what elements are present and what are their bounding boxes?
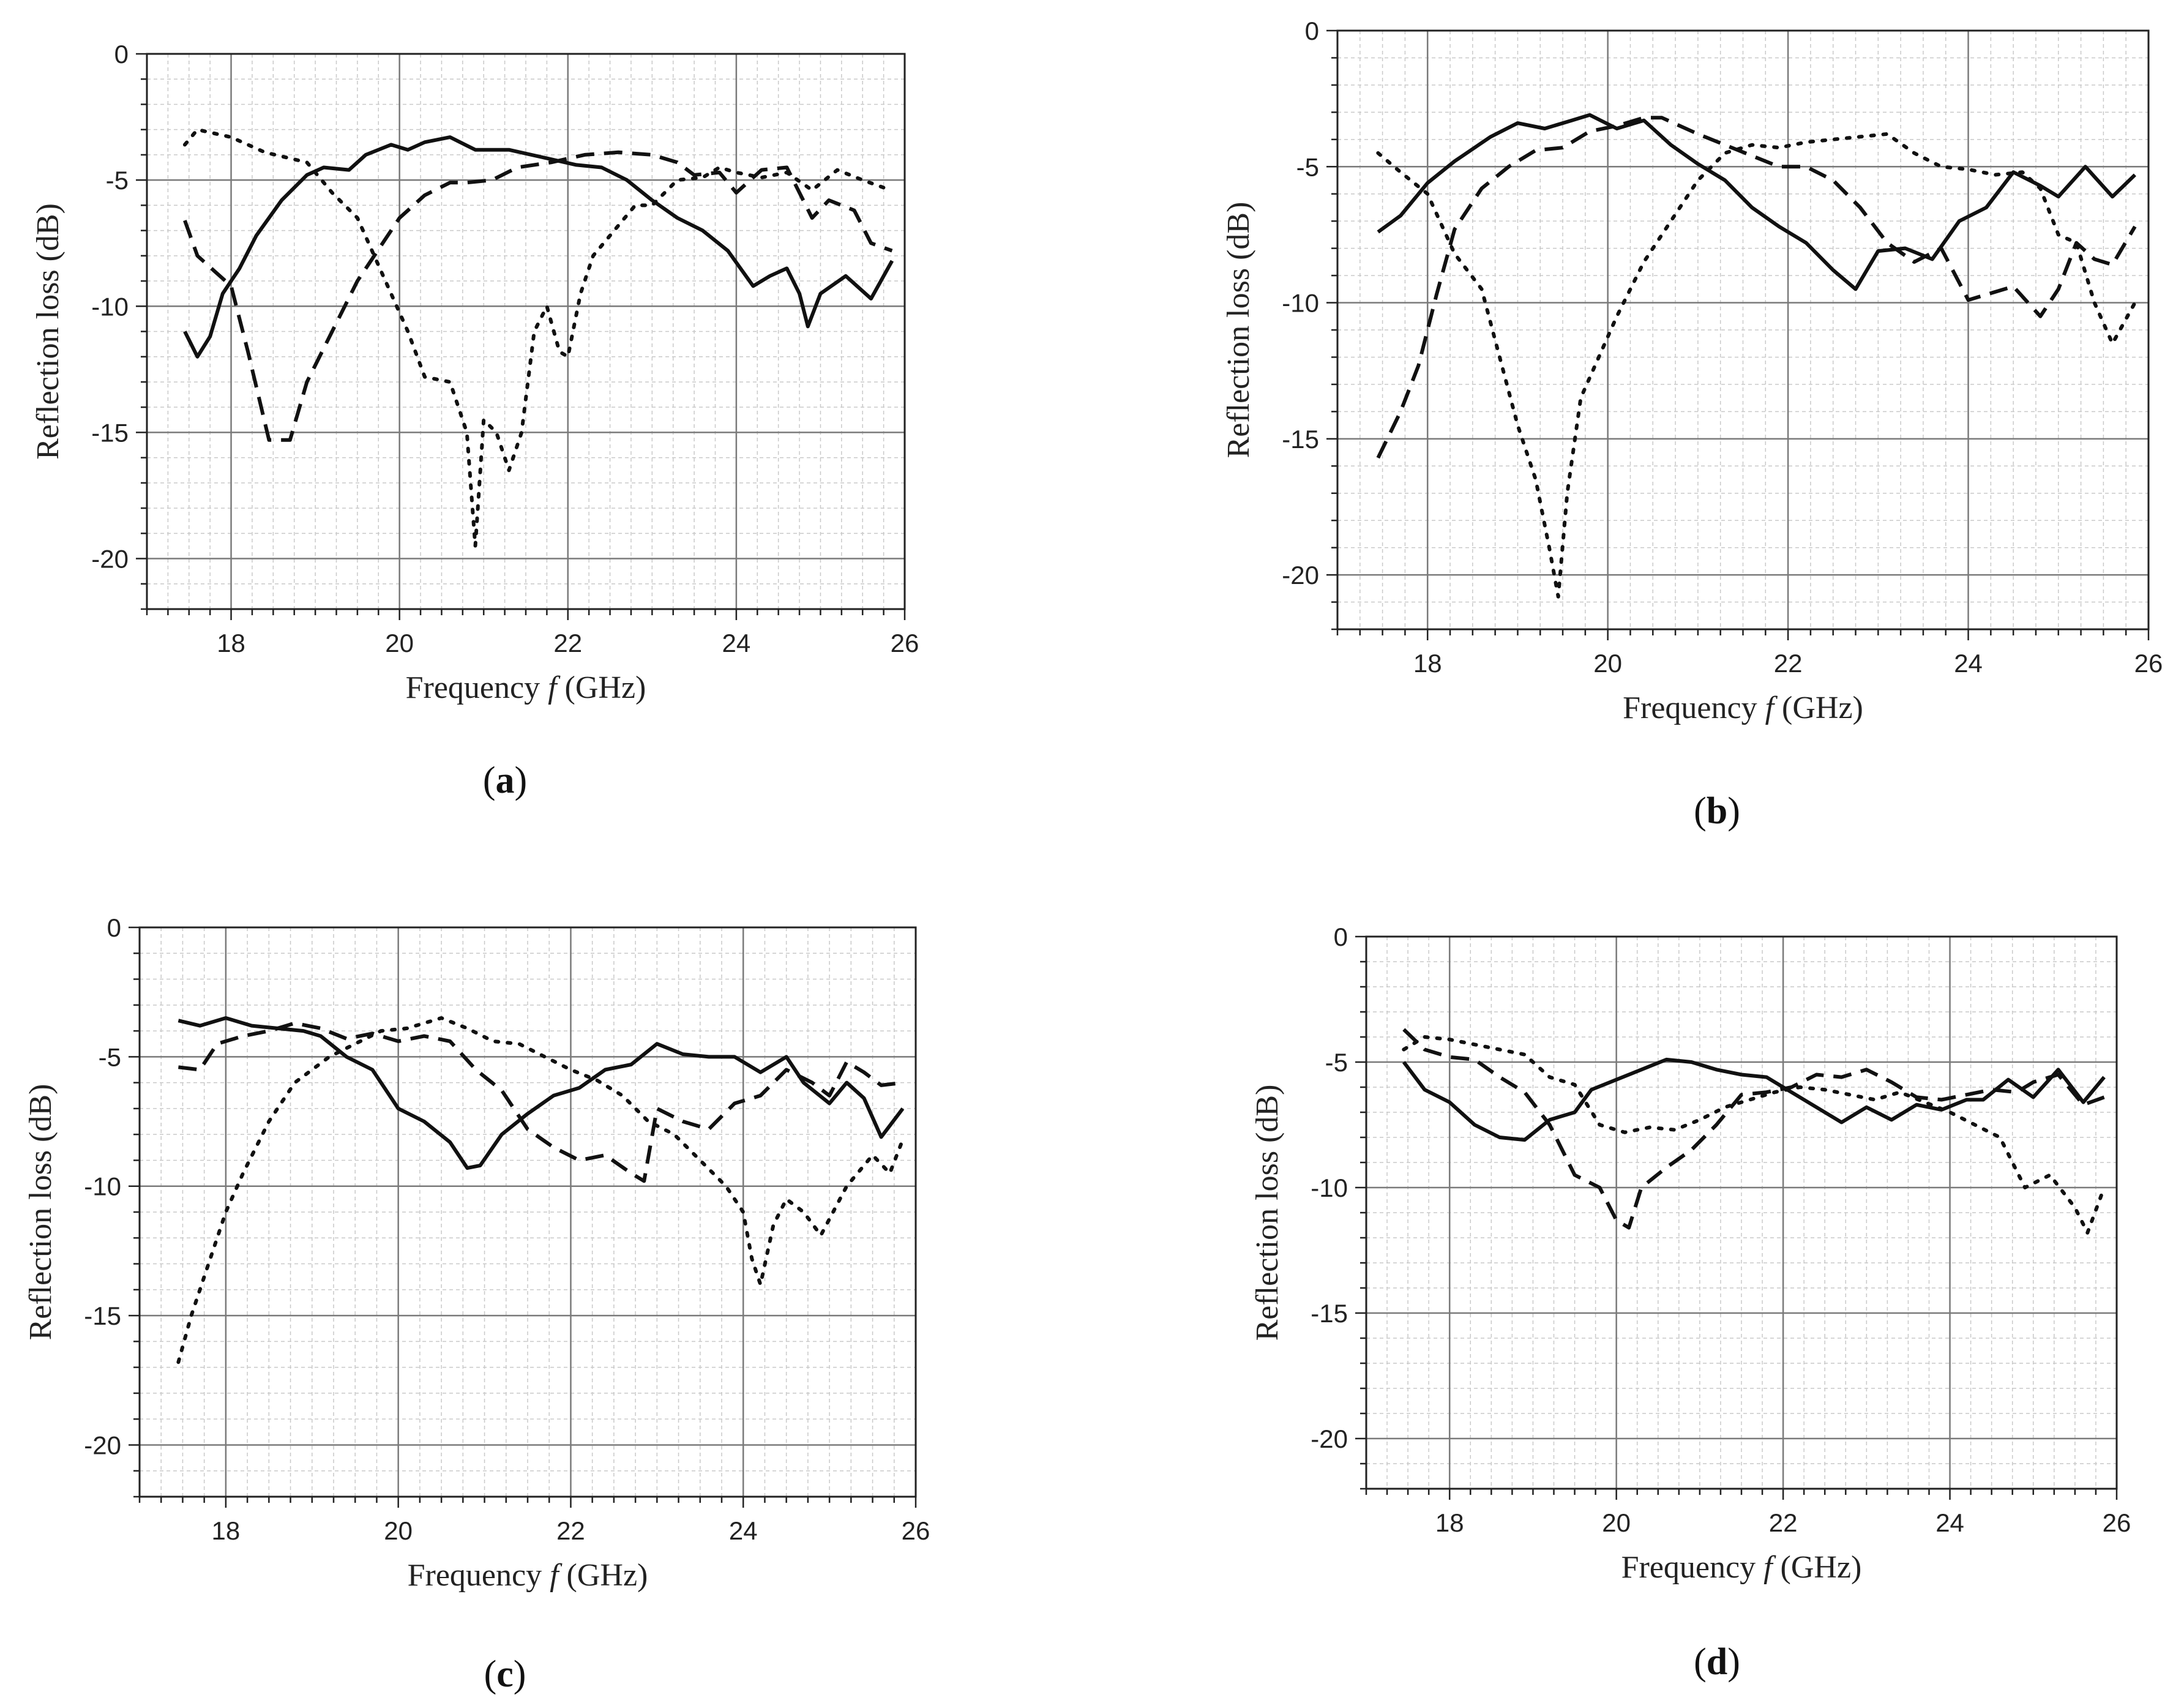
caption-open-paren: (	[1694, 1641, 1707, 1683]
x-tick-label: 26	[902, 1516, 930, 1545]
series-solid-line	[1402, 1057, 2106, 1142]
y-tick-label: -5	[106, 166, 129, 195]
series-dashed-line	[178, 1021, 903, 1183]
x-tick-label: 18	[1435, 1508, 1464, 1537]
panel-caption: (b)	[1694, 790, 1740, 832]
series-dashed-line	[1402, 1028, 2105, 1230]
x-axis-title-prefix: Frequency	[406, 670, 548, 705]
minor-grid	[147, 54, 905, 609]
y-tick-label: 0	[1334, 923, 1348, 951]
y-tick-label: 0	[114, 40, 129, 69]
caption-open-paren: (	[483, 760, 496, 801]
y-axis-title: Reflection loss (dB)	[23, 1084, 58, 1341]
minor-grid	[140, 927, 916, 1497]
x-tick-label: 26	[891, 629, 919, 657]
x-tick-label: 18	[1413, 649, 1442, 678]
x-axis-title-prefix: Frequency	[1621, 1550, 1763, 1585]
x-tick-label: 20	[385, 629, 414, 657]
minor-grid	[1337, 31, 2148, 629]
caption-letter: a	[496, 760, 515, 801]
panel-c: 18 20 22 24 26 0 -5 -10 -15 -20 Frequency f (GHz) R…	[23, 913, 930, 1695]
y-axis-title: Reflection loss (dB)	[1250, 1085, 1285, 1341]
x-axis-title: Frequency f (GHz)	[1623, 691, 1863, 725]
caption-close-paren: )	[1727, 790, 1740, 832]
y-tick-label: -20	[91, 545, 129, 574]
x-tick-label: 22	[1774, 649, 1803, 678]
panel-a: 18 20 22 24 26 0 -5 -10 -15 -20 Frequency f (GHz) R…	[31, 40, 919, 801]
y-tick-label: -20	[1282, 561, 1319, 590]
x-tick-label: 24	[1935, 1508, 1964, 1537]
x-axis-title-unit: (GHz)	[557, 670, 646, 705]
x-tick-label: 18	[212, 1516, 241, 1545]
caption-letter: c	[496, 1653, 514, 1695]
x-tick-label: 22	[556, 1516, 585, 1545]
major-grid	[1337, 31, 2148, 629]
y-tick-label: -20	[84, 1431, 121, 1459]
panel-b: 18 20 22 24 26 0 -5 -10 -15 -20 Frequency f (GHz) R…	[1221, 17, 2163, 832]
series-solid-line	[1377, 113, 2136, 291]
y-tick-label: -5	[1325, 1048, 1348, 1077]
series-dashed-line	[183, 150, 893, 442]
x-axis-title: Frequency f (GHz)	[408, 1558, 648, 1593]
y-tick-label: 0	[107, 913, 121, 942]
series-dotted-line	[1402, 1035, 2106, 1235]
x-tick-label: 24	[722, 629, 751, 657]
y-tick-label: -10	[1282, 289, 1319, 318]
caption-close-paren: )	[515, 760, 528, 801]
x-tick-label: 26	[2134, 649, 2163, 678]
series-dotted-line	[1376, 132, 2137, 599]
panel-caption: (d)	[1694, 1641, 1740, 1683]
x-tick-label: 20	[1593, 649, 1622, 678]
x-axis-title-unit: (GHz)	[1773, 1550, 1862, 1585]
y-tick-label: -5	[1296, 152, 1319, 181]
x-tick-label: 20	[384, 1516, 413, 1545]
caption-close-paren: )	[514, 1653, 526, 1695]
minor-grid	[1366, 937, 2117, 1489]
y-tick-label: -15	[1282, 425, 1319, 454]
x-tick-label: 22	[553, 629, 582, 657]
y-tick-label: -15	[84, 1301, 121, 1330]
y-tick-label: -10	[91, 292, 129, 321]
caption-letter: b	[1707, 790, 1727, 832]
y-tick-label: -15	[91, 418, 129, 447]
y-tick-label: -10	[84, 1172, 121, 1201]
x-tick-label: 26	[2103, 1508, 2131, 1537]
x-axis-title-unit: (GHz)	[559, 1558, 648, 1593]
x-axis-title-prefix: Frequency	[408, 1558, 550, 1593]
series-dotted-line	[176, 1016, 905, 1364]
x-tick-label: 22	[1769, 1508, 1798, 1537]
caption-open-paren: (	[484, 1653, 497, 1695]
panel-d: 18 20 22 24 26 0 -5 -10 -15 -20 Frequency f (GHz) R…	[1250, 923, 2131, 1683]
panel-caption: (c)	[484, 1653, 526, 1695]
x-axis-title-unit: (GHz)	[1774, 691, 1863, 725]
caption-letter: d	[1707, 1641, 1727, 1683]
series-dotted-line	[182, 127, 886, 548]
x-tick-label: 20	[1602, 1508, 1631, 1537]
x-tick-label: 18	[217, 629, 245, 657]
y-tick-label: -5	[99, 1042, 121, 1071]
y-tick-label: -20	[1311, 1424, 1348, 1453]
caption-open-paren: (	[1694, 790, 1707, 832]
major-grid	[1366, 937, 2117, 1489]
y-tick-label: 0	[1305, 17, 1319, 45]
x-axis-title-prefix: Frequency	[1623, 691, 1765, 725]
x-axis-title: Frequency f (GHz)	[1621, 1550, 1862, 1585]
x-tick-label: 24	[729, 1516, 758, 1545]
caption-close-paren: )	[1727, 1641, 1740, 1683]
panel-caption: (a)	[483, 760, 527, 801]
y-axis-title: Reflection loss (dB)	[1221, 202, 1256, 458]
series-solid-line	[183, 135, 894, 359]
y-tick-label: -15	[1311, 1299, 1348, 1328]
x-tick-label: 24	[1954, 649, 1983, 678]
x-axis-title: Frequency f (GHz)	[406, 670, 646, 705]
y-tick-label: -10	[1311, 1173, 1348, 1202]
y-axis-title: Reflection loss (dB)	[31, 203, 65, 460]
